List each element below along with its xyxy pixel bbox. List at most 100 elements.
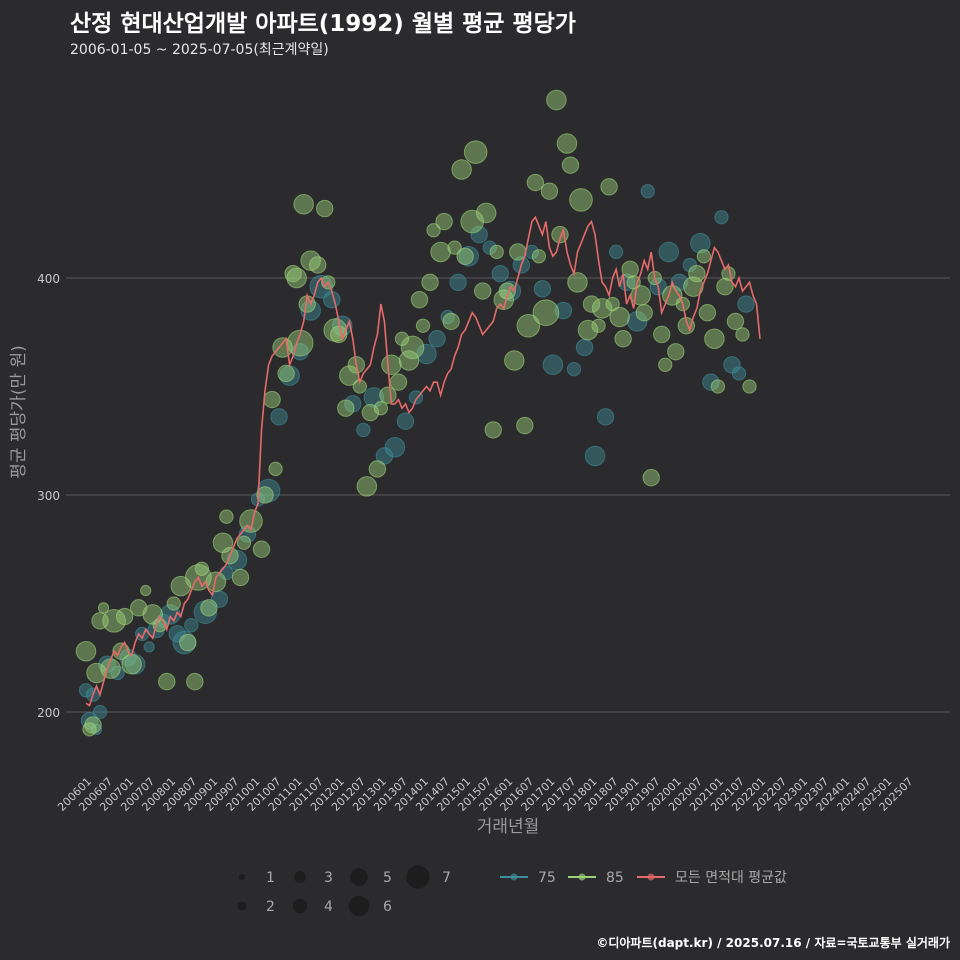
scatter-point-85 <box>582 295 601 313</box>
scatter-point-85 <box>591 318 606 333</box>
scatter-point-85 <box>567 272 588 293</box>
size-legend-marker <box>348 895 370 917</box>
scatter-point-75 <box>110 665 125 681</box>
scatter-point-75 <box>449 273 467 292</box>
scatter-point-85 <box>186 672 204 691</box>
scatter-point-85 <box>256 486 274 504</box>
scatter-point-85 <box>577 319 599 341</box>
size-legend-label: 1 <box>266 870 275 886</box>
scatter-point-75 <box>482 240 497 255</box>
size-legend-label: 3 <box>324 870 333 886</box>
scatter-point-75 <box>575 338 594 357</box>
scatter-point-85 <box>356 476 378 497</box>
scatter-point-75 <box>270 408 288 426</box>
scatter-point-85 <box>252 540 271 558</box>
series-legend-marker <box>647 873 655 881</box>
scatter-point-75 <box>356 422 371 438</box>
scatter-point-85 <box>426 223 441 238</box>
scatter-point-85 <box>556 133 578 154</box>
scatter-point-85 <box>368 460 387 478</box>
scatter-point-85 <box>91 612 109 630</box>
y-tick-label: 300 <box>37 489 60 503</box>
scatter-point-85 <box>561 156 580 174</box>
scatter-point-75 <box>554 301 573 320</box>
scatter-point-85 <box>460 209 484 234</box>
scatter-point-75 <box>408 390 424 405</box>
scatter-point-85 <box>531 249 547 264</box>
scatter-point-75 <box>702 373 720 391</box>
scatter-point-85 <box>667 343 685 361</box>
size-legend-marker <box>406 865 430 889</box>
size-legend-label: 6 <box>383 899 392 915</box>
scatter-point-75 <box>596 408 615 426</box>
scatter-point-85 <box>516 313 541 338</box>
size-legend-label: 4 <box>324 899 333 915</box>
scatter-point-75 <box>184 618 199 633</box>
scatter-point-85 <box>742 379 757 394</box>
scatter-point-85 <box>263 390 281 409</box>
scatter-point-85 <box>447 240 462 255</box>
scatter-point-85 <box>642 468 660 487</box>
scatter-point-85 <box>75 640 97 662</box>
scatter-point-85 <box>286 267 307 289</box>
scatter-point-85 <box>635 304 653 322</box>
size-legend-marker <box>350 868 368 886</box>
scatter-point-85 <box>430 241 451 263</box>
scatter-point-85 <box>540 182 559 200</box>
scatter-point-85 <box>698 304 717 322</box>
source-footer: ©디아파트(dapt.kr) / 2025.07.16 / 자료=국토교통부 실… <box>596 936 950 950</box>
scatter-point-85 <box>236 535 252 550</box>
scatter-point-75 <box>731 366 747 381</box>
size-legend-label: 5 <box>383 870 392 886</box>
scatter-point-85 <box>115 607 134 626</box>
scatter-point-85 <box>379 386 397 404</box>
scatter-point-85 <box>546 89 567 111</box>
size-legend-marker <box>239 874 245 880</box>
scatter-point-85 <box>284 264 302 283</box>
scatter-point-85 <box>337 399 355 417</box>
scatter-point-85 <box>293 193 314 215</box>
scatter-point-85 <box>389 373 408 391</box>
scatter-point-85 <box>400 335 425 360</box>
scatter-point-85 <box>381 354 402 376</box>
scatter-point-75 <box>92 704 108 720</box>
scatter-point-75 <box>737 295 755 313</box>
scatter-point-75 <box>428 330 446 348</box>
scatter-point-75 <box>491 264 509 283</box>
scatter-point-75 <box>566 361 582 377</box>
scatter-point-85 <box>716 277 734 296</box>
scatter-point-85 <box>268 461 283 477</box>
scatter-point-85 <box>516 416 534 435</box>
scatter-point-75 <box>542 354 564 376</box>
scatter-point-85 <box>179 633 197 652</box>
scatter-point-85 <box>688 264 706 283</box>
scatter-point-85 <box>504 350 525 371</box>
scatter-point-85 <box>421 273 439 292</box>
scatter-point-85 <box>696 249 712 264</box>
scatter-point-85 <box>102 609 126 633</box>
scatter-point-75 <box>384 437 406 458</box>
scatter-point-85 <box>614 330 632 348</box>
scatter-point-85 <box>735 327 750 342</box>
scatter-point-85 <box>82 722 97 737</box>
scatter-point-85 <box>710 379 726 394</box>
scatter-point-85 <box>219 509 234 524</box>
scatter-point-85 <box>373 401 389 416</box>
series-legend-label: 모든 면적대 평균값 <box>675 870 787 886</box>
scatter-point-85 <box>609 306 630 328</box>
scatter-point-75 <box>640 184 655 199</box>
scatter-point-85 <box>121 654 142 675</box>
scatter-point-85 <box>591 298 613 319</box>
scatter-point-85 <box>463 140 488 164</box>
scatter-point-85 <box>84 716 102 734</box>
y-tick-label: 200 <box>37 706 60 720</box>
scatter-point-85 <box>140 584 152 597</box>
scatter-point-85 <box>726 312 745 331</box>
scatter-point-85 <box>277 364 295 383</box>
scatter-point-85 <box>621 260 639 279</box>
size-legend-label: 7 <box>442 870 451 886</box>
scatter-point-75 <box>626 311 648 332</box>
scatter-point-85 <box>442 312 460 331</box>
scatter-point-85 <box>415 318 431 333</box>
scatter-point-75 <box>608 244 624 260</box>
